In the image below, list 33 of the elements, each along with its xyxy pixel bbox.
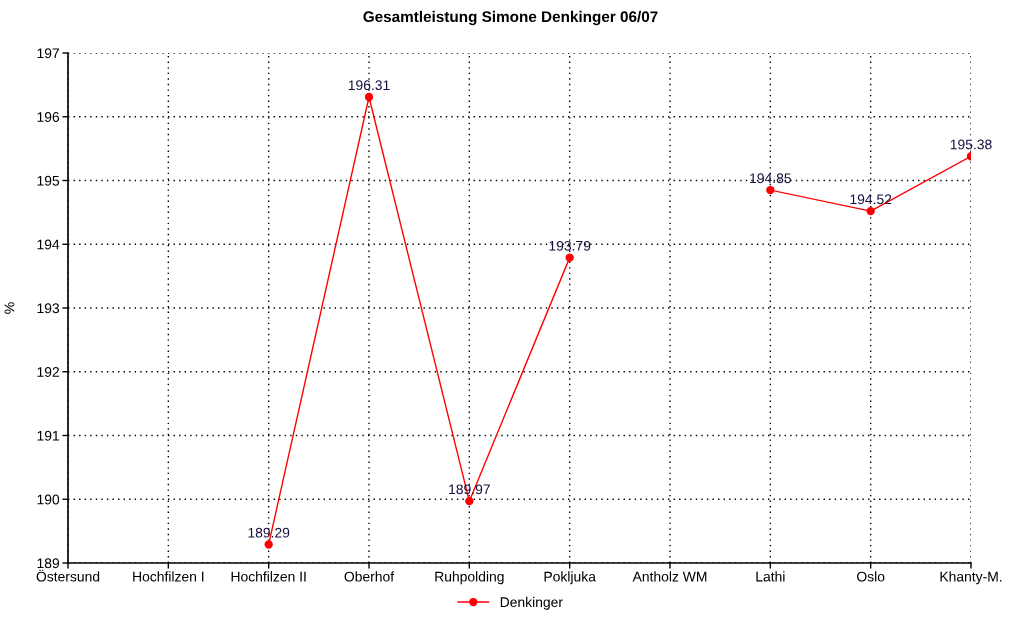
y-tick-label: 193	[37, 303, 60, 314]
x-tick-label: Khanty-M.	[940, 571, 1002, 585]
data-label: 195.38	[950, 139, 992, 150]
y-tick-label: 189	[37, 558, 60, 569]
x-tick-label: Antholz WM	[632, 571, 707, 582]
x-tick-label: Lathi	[756, 571, 785, 582]
point	[264, 540, 273, 549]
y-tick-label: 195	[37, 175, 60, 186]
point	[766, 185, 775, 195]
y-axis-title: %	[4, 302, 15, 314]
x-tick-label: Pokljuka	[544, 571, 596, 585]
x-tick-label: Oberhof	[344, 571, 395, 582]
point	[866, 206, 875, 216]
y-tick-label: 196	[37, 112, 60, 122]
x-tick-label: Östersund	[36, 569, 100, 582]
x-tick-label: Oslo	[857, 571, 885, 582]
point	[565, 253, 574, 262]
data-label: 193.79	[549, 240, 591, 251]
y-tick-label: 190	[37, 494, 60, 505]
legend-label: Denkinger	[500, 596, 563, 610]
data-label: 194.52	[850, 194, 892, 205]
y-tick-label: 197	[37, 48, 59, 59]
y-tick-label: 191	[37, 430, 59, 441]
y-tick-label: 194	[37, 239, 60, 250]
point	[465, 496, 474, 506]
x-tick-label: Hochfilzen I	[133, 571, 204, 582]
chart-title: Gesamtleistung Simone Denkinger 06/07	[363, 10, 658, 26]
data-label: 196.31	[348, 80, 390, 91]
x-tick-label: Hochfilzen II	[231, 571, 306, 582]
x-tick-label: Ruhpolding	[435, 571, 504, 585]
point	[364, 92, 374, 102]
data-label: 194.85	[750, 173, 791, 184]
y-tick-label: 192	[37, 367, 59, 377]
